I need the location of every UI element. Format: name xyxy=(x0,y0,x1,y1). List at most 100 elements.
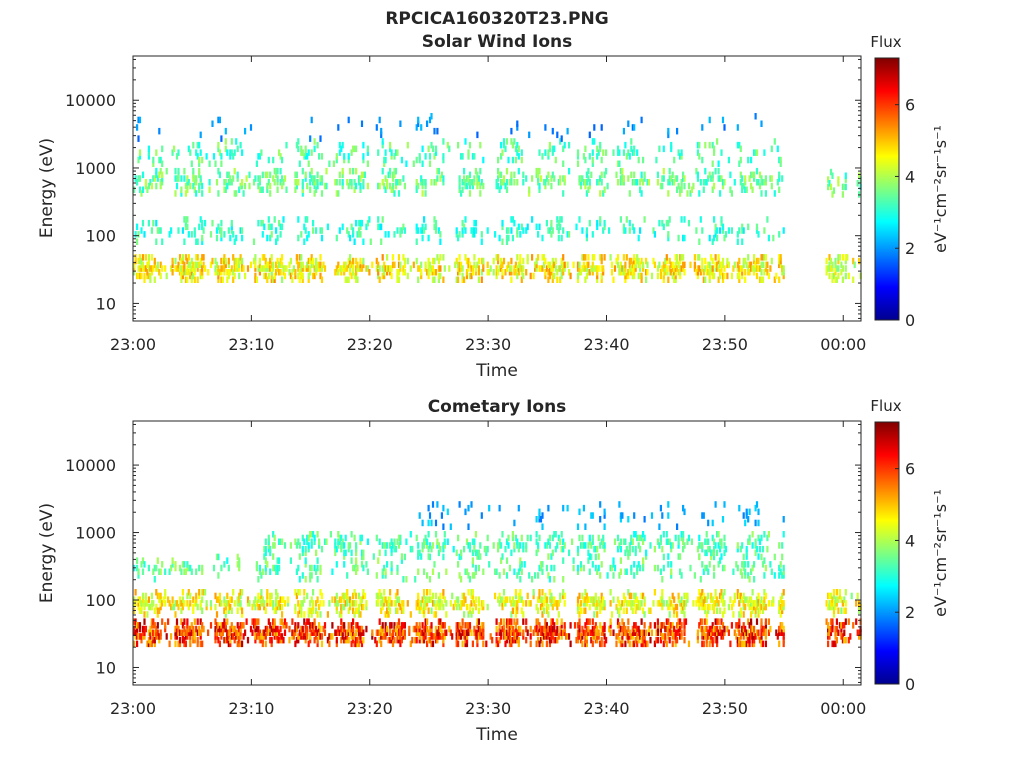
heatmap-cell xyxy=(732,568,735,575)
heatmap-cell xyxy=(582,504,585,512)
heatmap-cell xyxy=(486,534,489,542)
heatmap-cell xyxy=(239,257,242,265)
heatmap-cell xyxy=(319,600,322,607)
heatmap-cell xyxy=(538,167,541,175)
heatmap-cell xyxy=(498,625,501,633)
heatmap-cell xyxy=(550,596,553,603)
heatmap-cell xyxy=(829,603,833,611)
heatmap-cell xyxy=(427,553,430,560)
heatmap-cell xyxy=(627,269,630,276)
heatmap-cell xyxy=(232,269,235,276)
heatmap-cell xyxy=(482,640,485,648)
heatmap-cell xyxy=(847,636,850,644)
heatmap-cell xyxy=(390,186,393,193)
heatmap-cell xyxy=(199,257,202,265)
heatmap-cell xyxy=(591,629,594,636)
heatmap-cell xyxy=(434,227,438,234)
heatmap-cell xyxy=(707,538,710,545)
heatmap-cell xyxy=(584,600,587,607)
heatmap-cell xyxy=(680,254,683,261)
heatmap-cell xyxy=(193,231,196,238)
heatmap-cell xyxy=(708,234,711,242)
heatmap-cell xyxy=(386,254,389,261)
heatmap-cell xyxy=(217,141,220,149)
panel-title: Cometary Ions xyxy=(428,397,567,417)
heatmap-cell xyxy=(134,633,137,640)
heatmap-cell xyxy=(236,622,239,629)
heatmap-cell xyxy=(464,629,467,636)
heatmap-cell xyxy=(514,611,517,618)
heatmap-cell xyxy=(544,182,547,190)
heatmap-cell xyxy=(738,257,741,265)
heatmap-cell xyxy=(631,124,634,131)
heatmap-cell xyxy=(337,538,340,545)
heatmap-cell xyxy=(409,545,412,553)
heatmap-cell xyxy=(714,254,717,261)
heatmap-cell xyxy=(717,167,720,175)
heatmap-cell xyxy=(430,633,433,640)
heatmap-cell xyxy=(177,175,180,182)
heatmap-cell xyxy=(138,116,142,124)
heatmap-cell xyxy=(313,636,316,644)
heatmap-cell xyxy=(335,234,338,242)
heatmap-cell xyxy=(615,603,618,611)
heatmap-cell xyxy=(214,633,217,640)
heatmap-cell xyxy=(576,276,580,283)
heatmap-cell xyxy=(251,629,254,636)
heatmap-cell xyxy=(214,625,217,633)
heatmap-cell xyxy=(235,138,238,145)
heatmap-cell xyxy=(701,261,704,269)
heatmap-cell xyxy=(827,625,830,633)
heatmap-cell xyxy=(164,625,167,633)
heatmap-cell xyxy=(365,561,368,568)
heatmap-cell xyxy=(507,261,510,269)
heatmap-cell xyxy=(340,265,343,272)
heatmap-cell xyxy=(714,223,717,231)
heatmap-cell xyxy=(384,625,387,633)
heatmap-cell xyxy=(201,589,204,596)
heatmap-cell xyxy=(479,625,482,633)
heatmap-cell xyxy=(682,607,685,614)
heatmap-cell xyxy=(312,272,315,280)
heatmap-cell xyxy=(624,568,627,575)
heatmap-cell xyxy=(661,600,664,607)
heatmap-cell xyxy=(508,265,511,272)
heatmap-cell xyxy=(551,633,554,640)
heatmap-cell xyxy=(269,549,272,557)
heatmap-cell xyxy=(164,265,167,272)
heatmap-cell xyxy=(437,603,440,611)
heatmap-cell xyxy=(352,231,355,238)
heatmap-cell xyxy=(701,124,704,131)
heatmap-cell xyxy=(597,553,600,560)
heatmap-cell xyxy=(576,636,580,644)
heatmap-cell xyxy=(730,227,733,234)
heatmap-cell xyxy=(679,257,682,265)
heatmap-cell xyxy=(551,227,554,234)
heatmap-cell xyxy=(682,234,685,242)
heatmap-cell xyxy=(269,596,272,603)
heatmap-cell xyxy=(742,611,745,618)
heatmap-cell xyxy=(304,622,307,629)
heatmap-cell xyxy=(233,190,236,197)
heatmap-cell xyxy=(616,607,620,614)
heatmap-cell xyxy=(624,261,627,269)
heatmap-cell xyxy=(260,589,263,596)
heatmap-cell xyxy=(337,625,340,633)
heatmap-cell xyxy=(186,269,189,276)
heatmap-cell xyxy=(841,636,844,644)
heatmap-cell xyxy=(397,261,401,269)
heatmap-cell xyxy=(159,182,162,190)
heatmap-cell xyxy=(517,504,520,512)
heatmap-cell xyxy=(653,589,656,596)
heatmap-cell xyxy=(468,190,472,197)
heatmap-cell xyxy=(144,600,147,607)
heatmap-cell xyxy=(637,629,640,636)
heatmap-cell xyxy=(261,254,264,261)
heatmap-cell xyxy=(556,636,559,644)
heatmap-cell xyxy=(773,553,776,561)
heatmap-cell xyxy=(670,600,673,607)
heatmap-cell xyxy=(403,622,406,629)
heatmap-cell xyxy=(671,542,674,549)
heatmap-cell xyxy=(473,261,476,269)
heatmap-cell xyxy=(633,269,636,276)
